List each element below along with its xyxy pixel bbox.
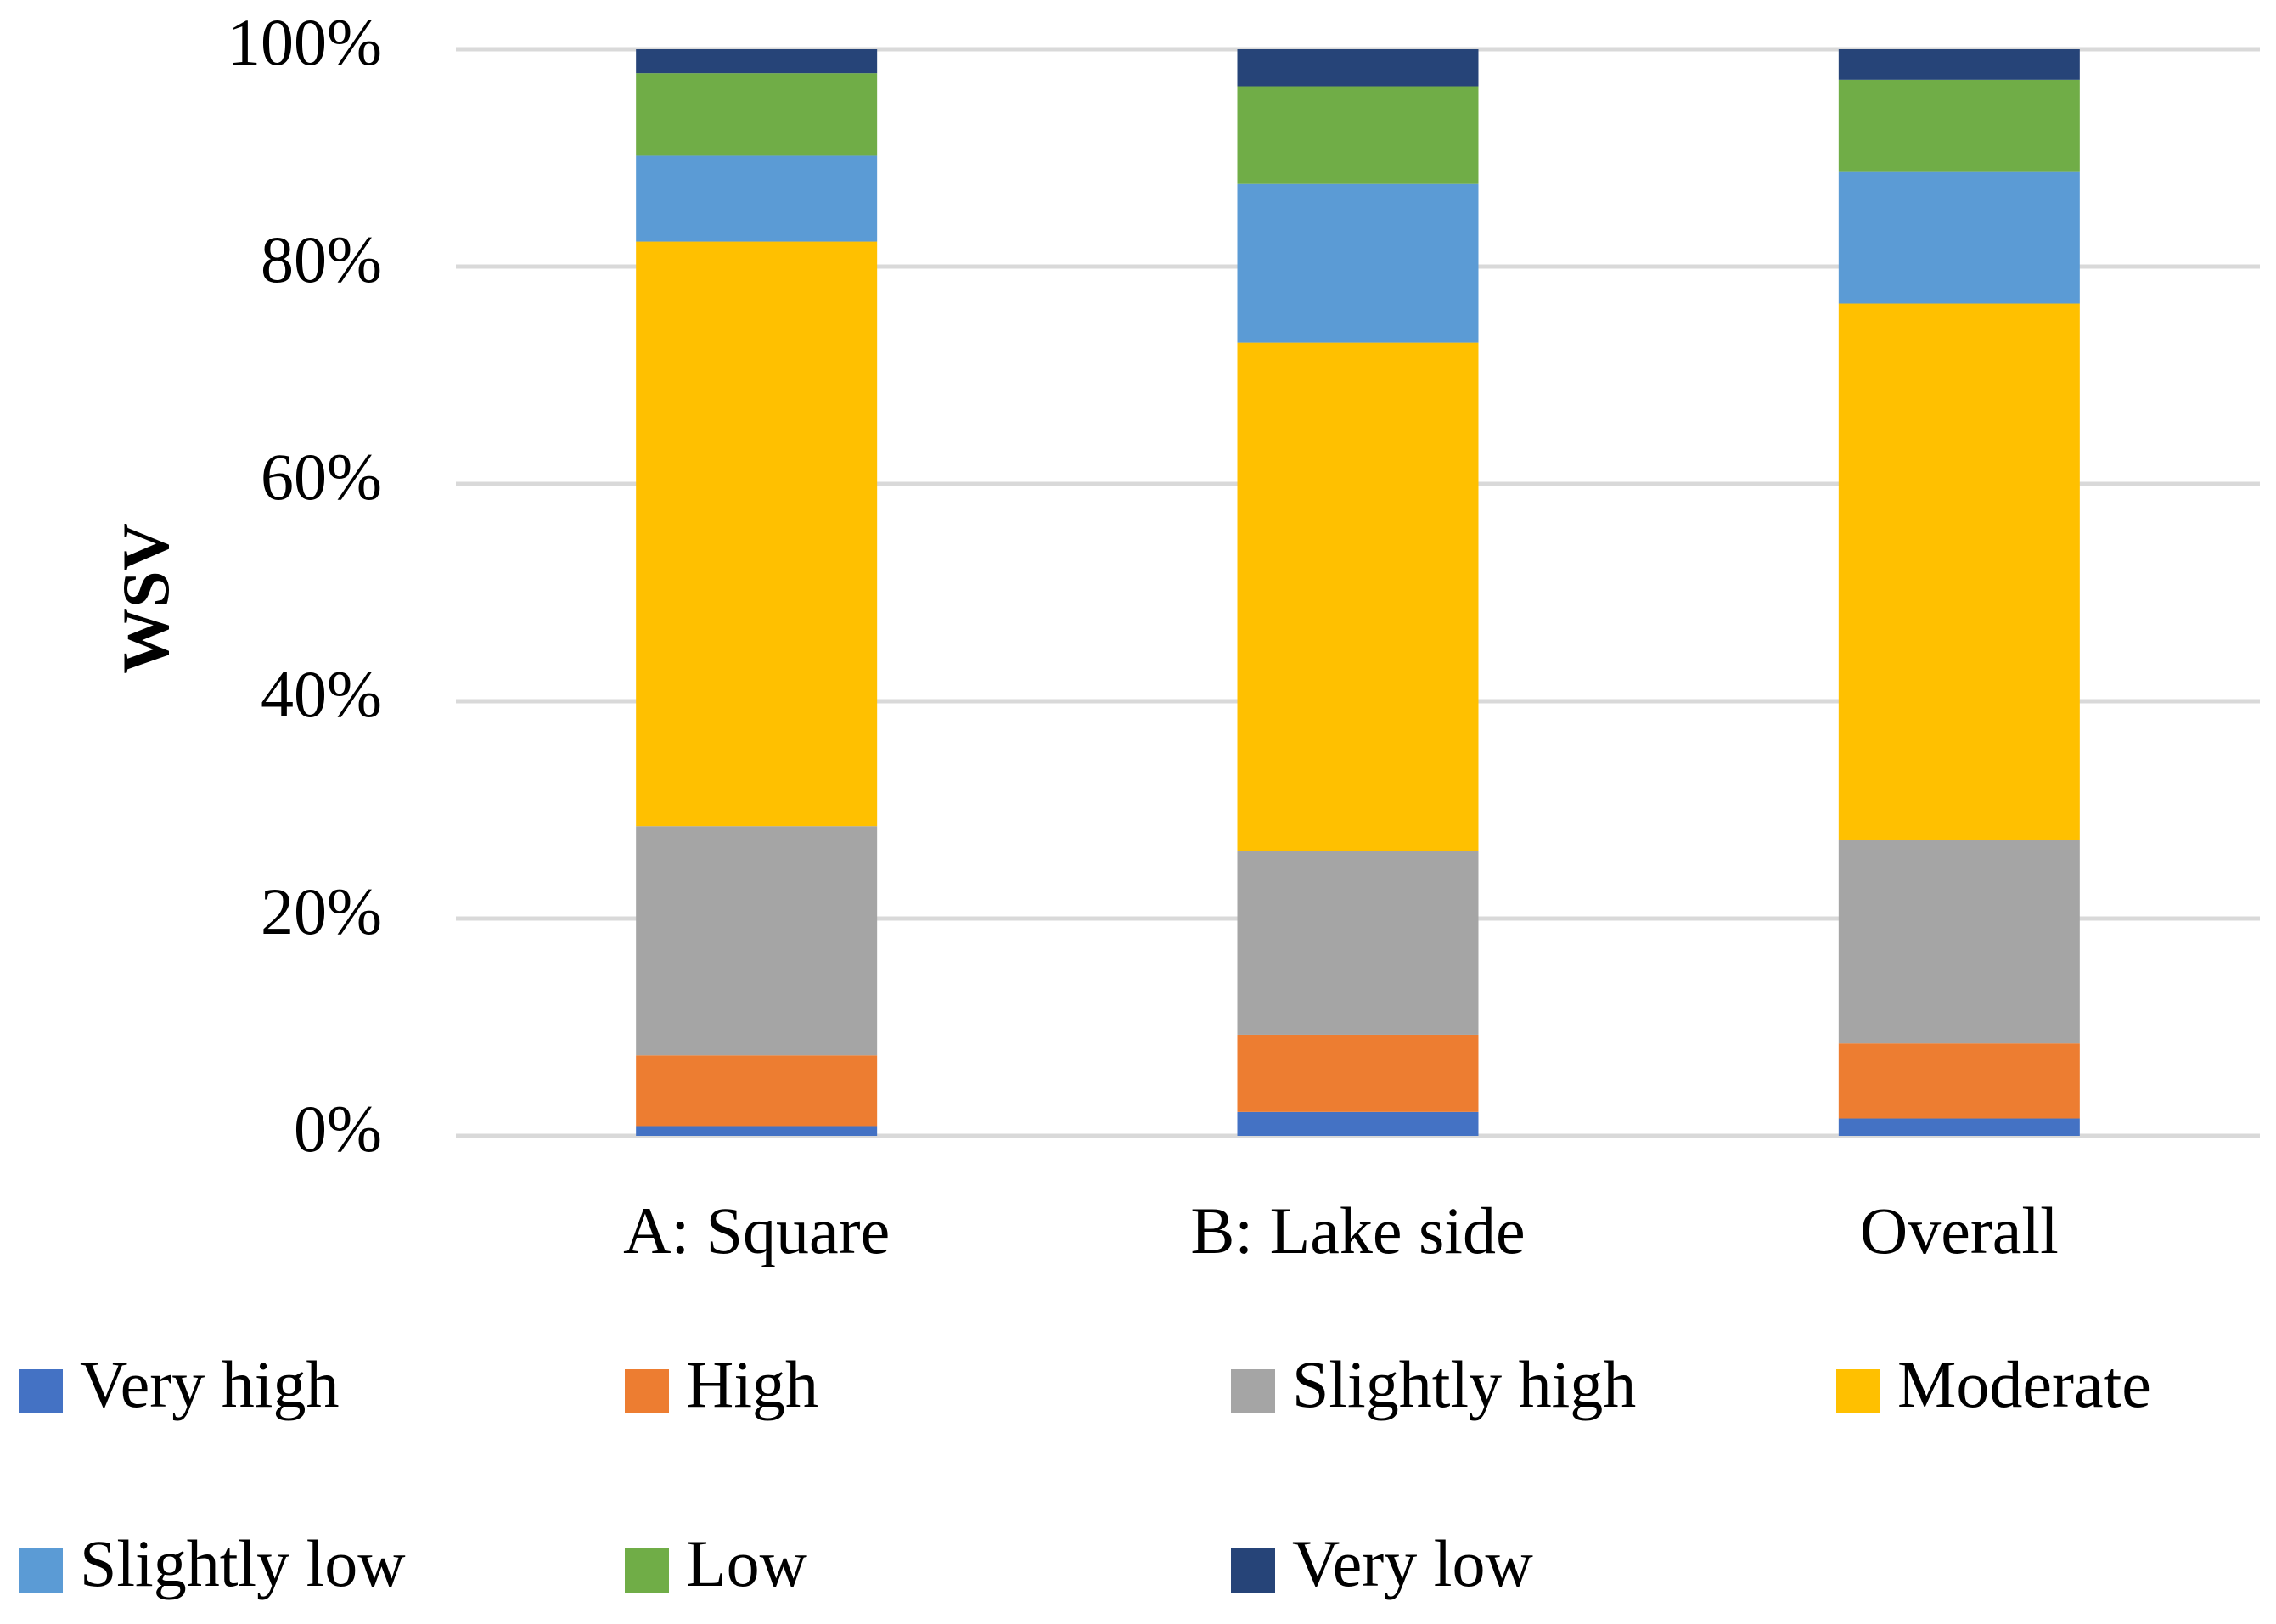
legend-swatch bbox=[625, 1369, 669, 1413]
bar-segment bbox=[1838, 1118, 2080, 1136]
legend-swatch bbox=[1231, 1369, 1275, 1413]
legend-swatch bbox=[1836, 1369, 1880, 1413]
legend-label: Slightly low bbox=[80, 1526, 406, 1600]
legend-swatch bbox=[1231, 1548, 1275, 1593]
y-tick-label: 40% bbox=[261, 657, 382, 731]
bar-segment bbox=[1838, 171, 2080, 304]
bar-segment bbox=[1237, 49, 1479, 87]
x-tick-label: Overall bbox=[1860, 1194, 2059, 1267]
bar-segment bbox=[636, 826, 878, 1056]
y-axis-title: WSV bbox=[109, 523, 183, 674]
bar-segment bbox=[1237, 851, 1479, 1035]
legend-label: Very high bbox=[80, 1347, 339, 1421]
bar-segment bbox=[636, 73, 878, 156]
bar-segment bbox=[1838, 840, 2080, 1044]
legend-swatch bbox=[19, 1369, 63, 1413]
bar-segment bbox=[1237, 183, 1479, 343]
bar-segment bbox=[636, 1055, 878, 1127]
y-tick-label: 0% bbox=[294, 1092, 382, 1166]
bar-segment bbox=[636, 1126, 878, 1136]
bar-segment bbox=[1237, 342, 1479, 851]
bar-segment bbox=[1237, 1034, 1479, 1112]
y-tick-label: 80% bbox=[261, 222, 382, 296]
bar-segment bbox=[636, 49, 878, 74]
legend-label: Low bbox=[686, 1526, 807, 1600]
y-tick-label: 60% bbox=[261, 440, 382, 514]
legend-label: Moderate bbox=[1897, 1347, 2151, 1421]
legend-label: Very low bbox=[1292, 1526, 1533, 1600]
bar-segment bbox=[1237, 1111, 1479, 1136]
y-tick-label: 100% bbox=[228, 5, 382, 79]
legend-label: High bbox=[686, 1347, 818, 1421]
bar-segment bbox=[636, 155, 878, 242]
x-tick-label: B: Lake side bbox=[1190, 1194, 1525, 1267]
y-tick-label: 20% bbox=[261, 874, 382, 948]
legend-label: Slightly high bbox=[1292, 1347, 1636, 1421]
bar-segment bbox=[1237, 86, 1479, 184]
x-tick-label: A: Square bbox=[623, 1194, 890, 1267]
bar-segment bbox=[1838, 1043, 2080, 1119]
legend-swatch bbox=[19, 1548, 63, 1593]
legend-swatch bbox=[625, 1548, 669, 1593]
bar-segment bbox=[1838, 79, 2080, 172]
bar-segment bbox=[1838, 303, 2080, 840]
bar-segment bbox=[1838, 49, 2080, 80]
bar-segment bbox=[636, 241, 878, 827]
